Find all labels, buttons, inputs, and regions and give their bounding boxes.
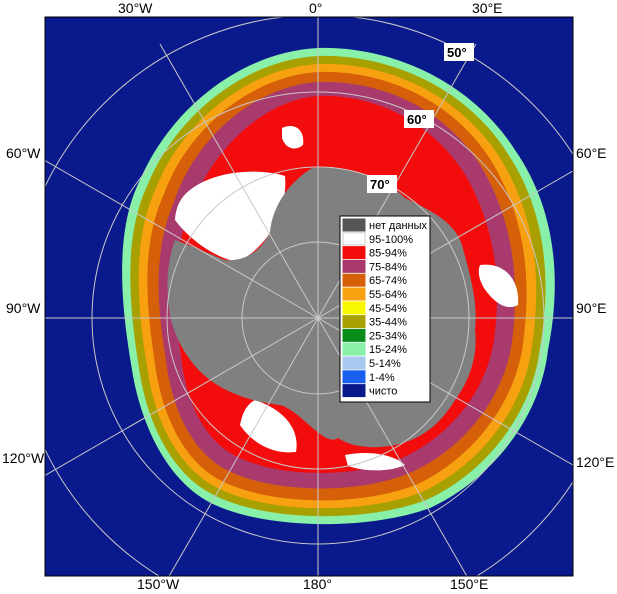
lon-label-60w: 60°W <box>6 145 41 161</box>
meridian-60e <box>45 170 573 477</box>
legend-swatch <box>342 384 366 398</box>
legend-label: 85-94% <box>369 248 407 260</box>
ice-patch-95-100-d <box>345 453 405 471</box>
svg-text:70°: 70° <box>370 177 390 192</box>
lat-label-60: 60° <box>404 110 434 128</box>
legend-swatch <box>342 315 366 329</box>
svg-text:50°: 50° <box>447 45 467 60</box>
legend-label: 25-34% <box>369 330 407 342</box>
legend-swatch <box>342 287 366 301</box>
lon-label-30w: 30°W <box>118 0 153 16</box>
legend-label: 65-74% <box>369 275 407 287</box>
ice-patch-95-100-a <box>175 171 286 262</box>
map-border <box>44 16 574 577</box>
lon-label-90w: 90°W <box>6 300 41 316</box>
ice-patch-95-100-c <box>478 264 519 308</box>
legend-label: 75-84% <box>369 261 407 273</box>
ice-patch-95-100-e <box>282 125 304 149</box>
legend-swatch <box>342 370 366 384</box>
legend-swatch <box>342 356 366 370</box>
legend-swatch <box>342 342 366 356</box>
lon-label-150w: 150°W <box>137 576 180 592</box>
lon-label-180: 180° <box>303 576 332 592</box>
lat-label-50: 50° <box>444 43 474 61</box>
legend-swatch <box>342 232 366 246</box>
legend-label: 95-100% <box>369 234 413 246</box>
legend-swatch <box>342 328 366 342</box>
lon-label-60e: 60°E <box>576 145 607 161</box>
lat-label-70: 70° <box>367 175 397 193</box>
legend-label: чисто <box>369 386 397 398</box>
legend-swatch <box>342 259 366 273</box>
legend-swatch <box>342 218 366 232</box>
legend-swatch <box>342 273 366 287</box>
lon-label-0: 0° <box>309 0 322 16</box>
legend-swatch <box>342 246 366 260</box>
legend-label: 45-54% <box>369 303 407 315</box>
legend: нет данных 95-100% 85-94%75-84% 65-74% 55-64… <box>339 215 431 403</box>
legend-items: нет данных 95-100% 85-94%75-84% 65-74% 55-64… <box>342 218 428 398</box>
legend-label: 15-24% <box>369 344 407 356</box>
lon-label-90e: 90°E <box>576 300 607 316</box>
graticule <box>45 17 573 576</box>
lon-label-150e: 150°E <box>450 576 488 592</box>
map-canvas <box>45 17 573 576</box>
legend-label: 35-44% <box>369 317 407 329</box>
legend-label: 5-14% <box>369 358 401 370</box>
ice-patch-95-100-b <box>240 400 297 453</box>
svg-text:60°: 60° <box>407 112 427 127</box>
lon-label-120e: 120°E <box>576 454 614 470</box>
legend-label: 55-64% <box>369 289 407 301</box>
legend-label: 1-4% <box>369 372 395 384</box>
lon-label-30e: 30°E <box>472 0 503 16</box>
legend-swatch <box>342 301 366 315</box>
legend-label: нет данных <box>369 220 428 232</box>
lon-label-120w: 120°W <box>2 450 45 466</box>
